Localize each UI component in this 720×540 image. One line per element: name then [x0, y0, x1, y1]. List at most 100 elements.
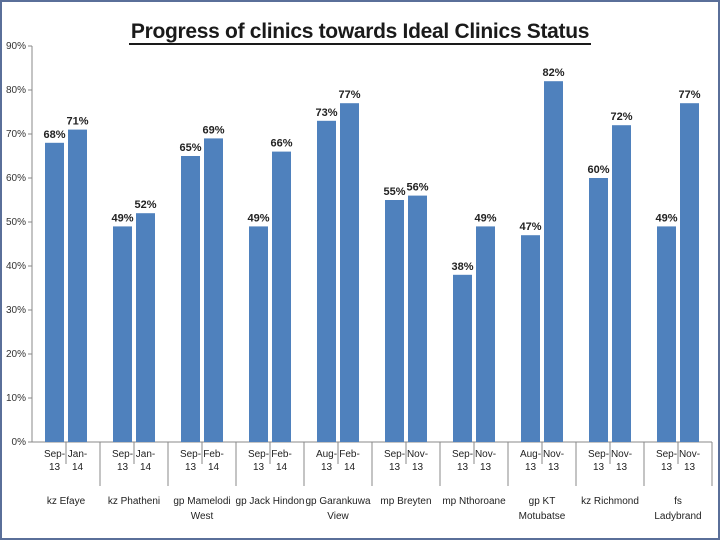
group-label: gp Garankuwa	[305, 496, 370, 507]
y-tick-label: 40%	[6, 261, 26, 272]
group-label: mp Nthoroane	[442, 496, 506, 507]
bar	[204, 138, 223, 442]
group-label: gp Mamelodi	[173, 496, 230, 507]
x-tick-label: Feb-	[203, 449, 224, 460]
bar	[113, 226, 132, 442]
bars	[45, 81, 699, 443]
x-tick-label: 13	[389, 462, 401, 473]
data-label: 72%	[610, 111, 632, 123]
chart-title: Progress of clinics towards Ideal Clinic…	[0, 20, 720, 45]
x-tick-label: 14	[344, 462, 356, 473]
x-tick-label: 14	[208, 462, 220, 473]
data-label: 49%	[111, 212, 133, 224]
data-label: 47%	[519, 221, 541, 233]
data-label: 68%	[43, 129, 65, 141]
group-label: West	[191, 511, 214, 522]
x-tick-label: Sep-	[656, 449, 677, 460]
y-tick-label: 20%	[6, 349, 26, 360]
data-label: 66%	[270, 138, 292, 150]
y-tick-label: 30%	[6, 305, 26, 316]
x-tick-label: 13	[412, 462, 424, 473]
x-tick-label: 13	[253, 462, 265, 473]
x-tick-label: Feb-	[271, 449, 292, 460]
bar	[544, 81, 563, 442]
data-label: 69%	[202, 124, 224, 136]
bar	[521, 235, 540, 442]
x-tick-label: Sep-	[180, 449, 201, 460]
x-tick-label: 13	[616, 462, 628, 473]
y-tick-label: 80%	[6, 85, 26, 96]
data-label: 77%	[338, 89, 360, 101]
x-tick-label: 13	[117, 462, 129, 473]
x-tick-label: 14	[276, 462, 288, 473]
data-label: 71%	[66, 116, 88, 128]
x-tick-label: 14	[72, 462, 84, 473]
bar	[453, 274, 472, 442]
x-tick-label: 13	[185, 462, 197, 473]
group-label: gp Jack Hindon	[236, 496, 305, 507]
x-tick-label: Aug-	[520, 449, 541, 460]
data-label: 38%	[451, 261, 473, 273]
x-tick-label: 13	[480, 462, 492, 473]
group-label: View	[327, 511, 349, 522]
bar	[68, 129, 87, 442]
data-label: 52%	[134, 199, 156, 211]
bar	[249, 226, 268, 442]
y-tick-label: 10%	[6, 393, 26, 404]
data-label: 55%	[383, 186, 405, 198]
data-label: 73%	[315, 107, 337, 119]
x-tick-label: Nov-	[475, 449, 496, 460]
bar	[136, 213, 155, 442]
x-tick-label: 13	[457, 462, 469, 473]
x-tick-label: Jan-	[68, 449, 87, 460]
data-label: 49%	[247, 212, 269, 224]
group-label: Ladybrand	[654, 511, 701, 522]
group-label: kz Richmond	[581, 496, 639, 507]
data-label: 65%	[179, 142, 201, 154]
y-tick-label: 0%	[12, 437, 27, 448]
group-label: Motubatse	[519, 511, 566, 522]
group-label: gp KT	[529, 496, 556, 507]
data-label: 60%	[587, 164, 609, 176]
x-tick-label: Nov-	[679, 449, 700, 460]
bar	[476, 226, 495, 442]
x-tick-label: Sep-	[452, 449, 473, 460]
x-tick-label: Jan-	[136, 449, 155, 460]
x-tick-label: 13	[593, 462, 605, 473]
bar	[317, 120, 336, 443]
y-tick-label: 50%	[6, 217, 26, 228]
bar	[272, 151, 291, 442]
x-tick-label: Nov-	[407, 449, 428, 460]
y-tick-label: 60%	[6, 173, 26, 184]
x-tick-label: Aug-	[316, 449, 337, 460]
bar	[680, 103, 699, 442]
x-tick-label: Nov-	[543, 449, 564, 460]
bar	[181, 156, 200, 442]
group-label: mp Breyten	[380, 496, 431, 507]
group-label: fs	[674, 496, 682, 507]
bar	[45, 142, 64, 443]
labels: 68% Sep- 13 71% Jan- 14 kz Efaye 49% Sep- 13 52% Ja…	[43, 67, 701, 522]
x-tick-label: 13	[684, 462, 696, 473]
x-tick-label: 13	[548, 462, 560, 473]
x-tick-label: 13	[661, 462, 673, 473]
x-tick-label: 13	[49, 462, 61, 473]
x-tick-label: Sep-	[588, 449, 609, 460]
group-label: kz Efaye	[47, 496, 86, 507]
data-label: 77%	[678, 89, 700, 101]
x-tick-label: Sep-	[44, 449, 65, 460]
data-label: 49%	[655, 212, 677, 224]
x-tick-label: 13	[525, 462, 537, 473]
bar	[385, 200, 404, 442]
x-tick-label: Nov-	[611, 449, 632, 460]
bar	[340, 103, 359, 442]
data-label: 49%	[474, 212, 496, 224]
bar	[612, 125, 631, 442]
x-tick-label: 14	[140, 462, 152, 473]
x-tick-label: Sep-	[248, 449, 269, 460]
group-label: kz Phatheni	[108, 496, 160, 507]
chart-title-text: Progress of clinics towards Ideal Clinic…	[128, 20, 592, 45]
